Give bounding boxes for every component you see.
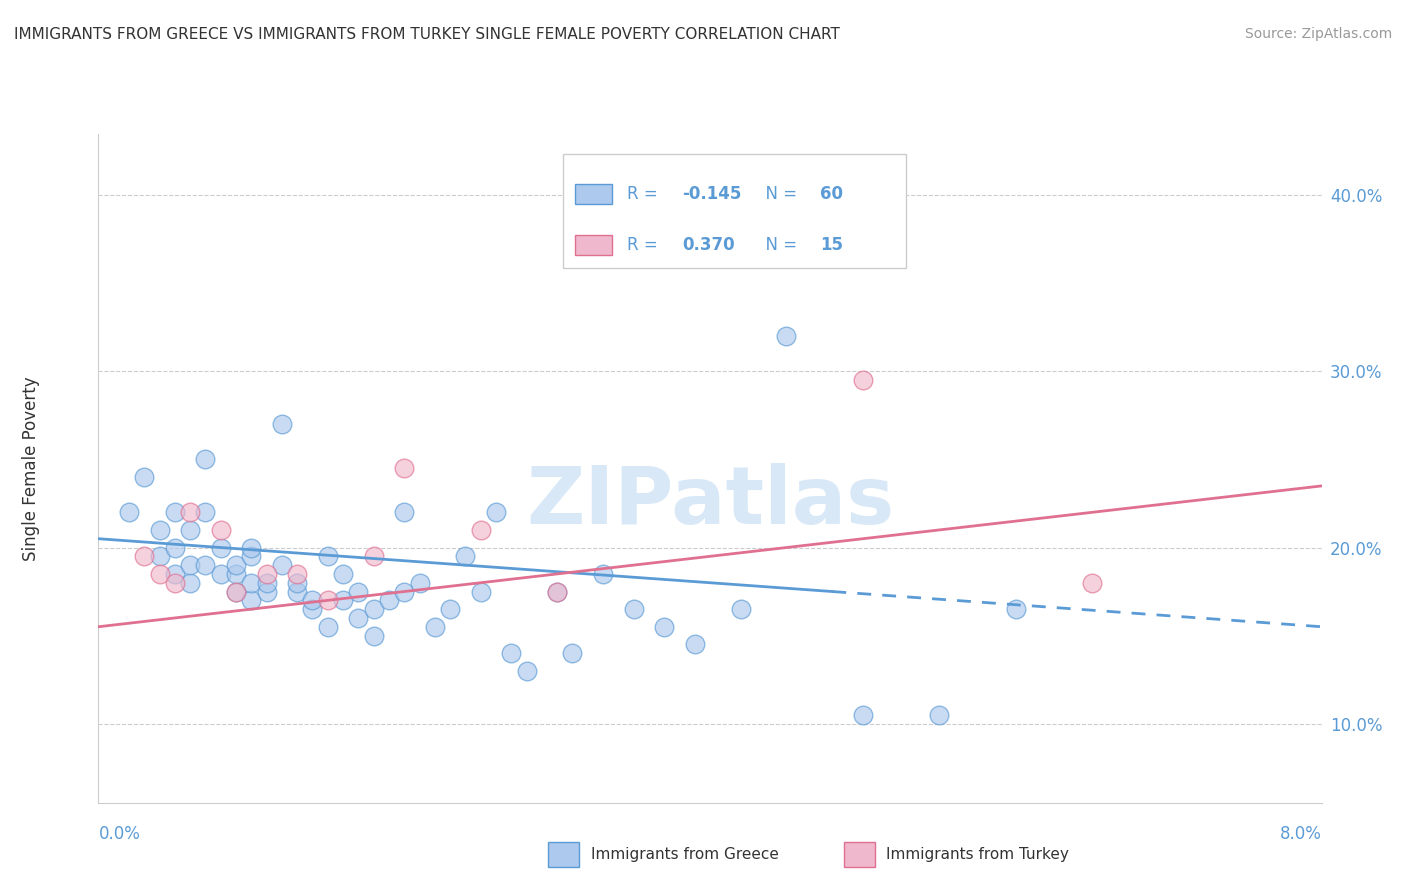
Point: [546, 584, 568, 599]
Text: 0.370: 0.370: [682, 235, 734, 254]
Point: [392, 584, 416, 599]
Text: R =: R =: [627, 235, 662, 254]
Point: [134, 549, 156, 564]
Text: -0.145: -0.145: [682, 185, 741, 202]
Text: Source: ZipAtlas.com: Source: ZipAtlas.com: [1244, 27, 1392, 41]
Point: [163, 575, 186, 590]
Bar: [564, 153, 905, 268]
Point: [652, 620, 675, 634]
Point: [301, 602, 323, 616]
Point: [316, 593, 339, 607]
Point: [256, 584, 278, 599]
Point: [516, 664, 538, 678]
Point: [179, 558, 201, 573]
Point: [592, 566, 614, 581]
Point: [209, 541, 232, 555]
Point: [209, 566, 232, 581]
Text: 15: 15: [820, 235, 844, 254]
Text: N =: N =: [755, 185, 803, 202]
Point: [392, 461, 416, 475]
Text: R =: R =: [627, 185, 662, 202]
Text: 8.0%: 8.0%: [1279, 825, 1322, 843]
Point: [423, 620, 446, 634]
Point: [194, 505, 217, 519]
Point: [470, 523, 492, 537]
Point: [149, 566, 172, 581]
Point: [285, 575, 308, 590]
Point: [179, 575, 201, 590]
Point: [683, 637, 706, 651]
Point: [363, 602, 385, 616]
Point: [347, 584, 370, 599]
Point: [240, 541, 263, 555]
Point: [179, 505, 201, 519]
Text: 0.0%: 0.0%: [98, 825, 141, 843]
Point: [225, 584, 247, 599]
Point: [623, 602, 645, 616]
Point: [332, 593, 354, 607]
Point: [470, 584, 492, 599]
Point: [392, 505, 416, 519]
Point: [546, 584, 568, 599]
Point: [775, 329, 797, 343]
Point: [194, 558, 217, 573]
Point: [225, 558, 247, 573]
Point: [163, 505, 186, 519]
Point: [561, 646, 583, 660]
Point: [194, 452, 217, 467]
Point: [163, 566, 186, 581]
Point: [270, 558, 294, 573]
Point: [852, 707, 875, 722]
Point: [852, 373, 875, 387]
Point: [225, 566, 247, 581]
Text: N =: N =: [755, 235, 803, 254]
Text: Immigrants from Greece: Immigrants from Greece: [591, 847, 779, 862]
Point: [439, 602, 461, 616]
Text: IMMIGRANTS FROM GREECE VS IMMIGRANTS FROM TURKEY SINGLE FEMALE POVERTY CORRELATI: IMMIGRANTS FROM GREECE VS IMMIGRANTS FRO…: [14, 27, 839, 42]
Point: [240, 593, 263, 607]
Text: 60: 60: [820, 185, 844, 202]
Point: [301, 593, 323, 607]
Point: [149, 549, 172, 564]
Bar: [575, 184, 612, 203]
Point: [209, 523, 232, 537]
Text: ZIPatlas: ZIPatlas: [526, 463, 894, 541]
Point: [240, 549, 263, 564]
Point: [179, 523, 201, 537]
Point: [501, 646, 523, 660]
Point: [256, 575, 278, 590]
Point: [408, 575, 430, 590]
Point: [1004, 602, 1026, 616]
Point: [149, 523, 172, 537]
Point: [240, 575, 263, 590]
Point: [485, 505, 508, 519]
Point: [118, 505, 141, 519]
Point: [928, 707, 950, 722]
Point: [316, 620, 339, 634]
Text: Immigrants from Turkey: Immigrants from Turkey: [886, 847, 1069, 862]
Point: [332, 566, 354, 581]
Point: [363, 549, 385, 564]
Point: [363, 628, 385, 642]
Point: [378, 593, 401, 607]
Point: [347, 611, 370, 625]
Point: [316, 549, 339, 564]
Point: [285, 584, 308, 599]
Text: Single Female Poverty: Single Female Poverty: [22, 376, 41, 560]
Bar: [575, 235, 612, 255]
Point: [256, 566, 278, 581]
Point: [134, 470, 156, 484]
Point: [454, 549, 477, 564]
Point: [730, 602, 752, 616]
Point: [225, 584, 247, 599]
Point: [270, 417, 294, 432]
Point: [1081, 575, 1104, 590]
Point: [163, 541, 186, 555]
Point: [285, 566, 308, 581]
